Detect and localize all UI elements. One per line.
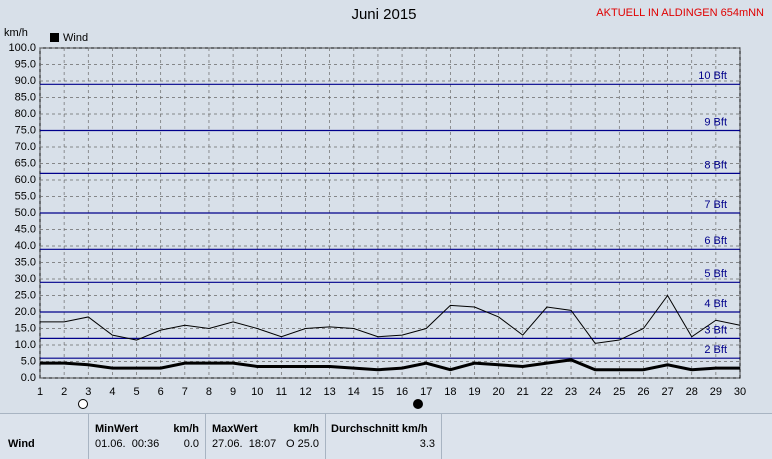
- cell-text: O 25.0: [285, 438, 319, 450]
- station-label: AKTUELL IN ALDINGEN 654mNN: [596, 7, 764, 19]
- chart-title: Juni 2015: [351, 6, 416, 23]
- table-cell: Durchschnitt km/h 3.3: [326, 414, 442, 459]
- chart: Juni 2015 AKTUELL IN ALDINGEN 654mNN km/…: [4, 6, 764, 409]
- y-tick-label: 25.0: [15, 289, 36, 301]
- x-tick-label: 23: [565, 386, 577, 398]
- y-tick-label: 0.0: [21, 372, 36, 384]
- header: km/h: [173, 423, 199, 435]
- x-tick-label: 9: [230, 386, 236, 398]
- y-tick-label: 95.0: [15, 58, 36, 70]
- y-tick-label: 30.0: [15, 273, 36, 285]
- header: Durchschnitt km/h: [331, 423, 428, 435]
- y-tick-label: 55.0: [15, 190, 36, 202]
- series-line: [40, 294, 741, 344]
- header: km/h: [293, 423, 319, 435]
- beaufort-label: 4 Bft: [704, 298, 727, 310]
- x-tick-label: 11: [276, 386, 287, 398]
- y-tick-label: 65.0: [15, 157, 36, 169]
- x-tick-label: 2: [61, 386, 67, 398]
- y-tick-label: 15.0: [15, 322, 36, 334]
- x-tick-label: 15: [372, 386, 384, 398]
- table-cell: Wind: [0, 414, 89, 459]
- x-tick-label: 16: [396, 386, 408, 398]
- y-tick-label: 50.0: [15, 207, 36, 219]
- legend-swatch: [50, 33, 59, 42]
- y-tick-label: 70.0: [15, 141, 36, 153]
- x-tick-label: 20: [492, 386, 504, 398]
- x-tick-label: 5: [133, 386, 139, 398]
- cell-text: 27.06. 18:07: [212, 438, 277, 450]
- y-tick-label: 40.0: [15, 240, 36, 252]
- series-line: [40, 358, 740, 372]
- beaufort-label: 3 Bft: [704, 324, 727, 336]
- row-label: Wind: [8, 438, 35, 450]
- cell-text: 01.06. 00:36: [95, 438, 160, 450]
- x-tick-label: 13: [324, 386, 336, 398]
- x-tick-label: 29: [710, 386, 722, 398]
- y-tick-label: 35.0: [15, 256, 36, 268]
- moon-icon: [413, 399, 423, 409]
- summary-table: Wind MinWert km/h 01.06. 00:36 0.0 MaxWe…: [0, 413, 772, 459]
- table-cell: MaxWert km/h 27.06. 18:07 O 25.0: [206, 414, 326, 459]
- cell-text: 3.3: [419, 438, 435, 450]
- legend-label: Wind: [63, 32, 88, 44]
- beaufort-label: 9 Bft: [704, 116, 727, 128]
- x-tick-label: 3: [85, 386, 91, 398]
- beaufort-label: 6 Bft: [704, 235, 727, 247]
- header: MinWert: [95, 423, 139, 435]
- header: MaxWert: [212, 423, 258, 435]
- x-tick-label: 25: [613, 386, 625, 398]
- y-axis-label: km/h: [4, 27, 28, 39]
- cell-text: 0.0: [183, 438, 199, 450]
- beaufort-label: 5 Bft: [704, 268, 727, 280]
- moon-icon: [78, 399, 88, 409]
- x-tick-label: 19: [468, 386, 480, 398]
- x-tick-label: 7: [182, 386, 188, 398]
- y-tick-label: 5.0: [21, 355, 36, 367]
- y-tick-label: 90.0: [15, 75, 36, 87]
- x-tick-label: 4: [109, 386, 115, 398]
- x-tick-label: 1: [37, 386, 43, 398]
- x-tick-label: 28: [686, 386, 698, 398]
- y-tick-label: 75.0: [15, 124, 36, 136]
- x-tick-label: 8: [206, 386, 212, 398]
- x-tick-label: 14: [348, 386, 360, 398]
- x-tick-label: 18: [444, 386, 456, 398]
- table-cell: MinWert km/h 01.06. 00:36 0.0: [89, 414, 206, 459]
- y-tick-label: 10.0: [15, 339, 36, 351]
- x-tick-label: 22: [541, 386, 553, 398]
- beaufort-label: 2 Bft: [704, 344, 727, 356]
- y-tick-label: 60.0: [15, 174, 36, 186]
- x-tick-label: 10: [251, 386, 263, 398]
- x-tick-label: 26: [637, 386, 649, 398]
- y-tick-label: 100.0: [8, 42, 36, 54]
- x-tick-label: 27: [661, 386, 673, 398]
- x-tick-label: 30: [734, 386, 746, 398]
- x-tick-label: 17: [420, 386, 432, 398]
- x-tick-label: 6: [158, 386, 164, 398]
- y-tick-label: 85.0: [15, 91, 36, 103]
- y-tick-label: 20.0: [15, 306, 36, 318]
- y-tick-label: 80.0: [15, 108, 36, 120]
- x-tick-label: 21: [517, 386, 529, 398]
- beaufort-label: 10 Bft: [698, 70, 727, 82]
- x-tick-label: 24: [589, 386, 601, 398]
- x-tick-label: 12: [299, 386, 311, 398]
- y-tick-label: 45.0: [15, 223, 36, 235]
- beaufort-label: 7 Bft: [704, 199, 727, 211]
- beaufort-label: 8 Bft: [704, 159, 727, 171]
